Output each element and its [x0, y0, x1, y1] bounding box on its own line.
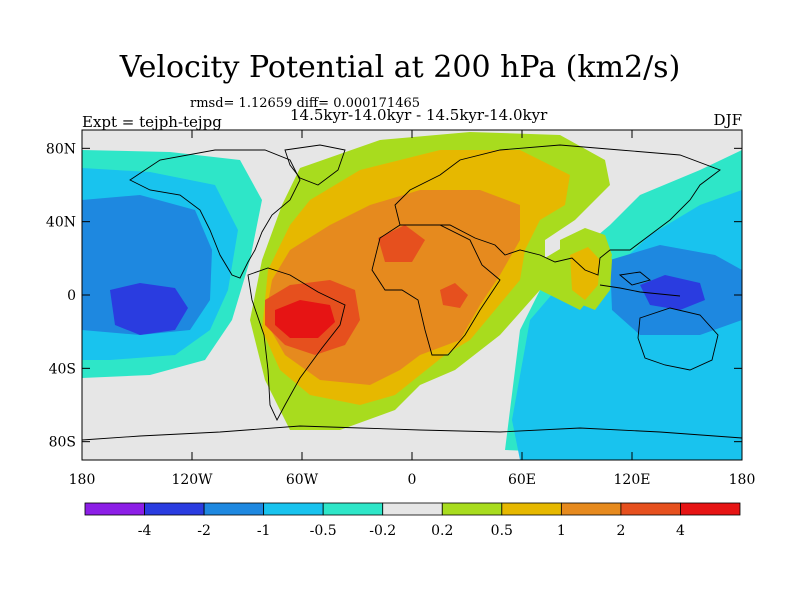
y-tick-label: 80S [49, 435, 76, 451]
chart-title: Velocity Potential at 200 hPa (km2/s) [119, 50, 681, 85]
colorbar-swatch [441, 502, 503, 516]
colorbar-label: -1 [257, 523, 271, 539]
x-tick-label: 120E [614, 472, 651, 488]
season-label: DJF [713, 111, 742, 129]
contour-positive-red [275, 300, 335, 338]
x-tick-label: 60W [286, 472, 319, 488]
colorbar-swatch [680, 502, 741, 516]
contour-positive-redorange-eqafrica [440, 283, 468, 308]
colorbar-swatch [263, 502, 324, 516]
colorbar-swatch [620, 502, 681, 516]
colorbar-swatch [84, 502, 145, 516]
colorbar-label: 2 [616, 523, 625, 539]
colorbar-swatch [501, 502, 562, 516]
colorbar-label: 1 [557, 523, 566, 539]
colorbar-label: 4 [676, 523, 685, 539]
contour-pacific-deepblue [110, 283, 188, 335]
colorbar-swatch [144, 502, 205, 516]
colorbar-label: -0.2 [369, 523, 396, 539]
coast-africa [371, 224, 501, 356]
colorbar-swatch [382, 502, 443, 516]
coast-australia [637, 307, 719, 371]
contour-positive-redorange-africa [378, 225, 425, 262]
colorbar-swatch [322, 502, 384, 516]
y-tick-label: 40N [46, 215, 76, 231]
colorbar-label: -2 [197, 523, 211, 539]
x-tick-label: 120W [171, 472, 213, 488]
colorbar-label: 0.2 [431, 523, 453, 539]
y-axis: 80N 40N 0 40S 80S [46, 141, 742, 451]
x-axis: 180 120W 60W 0 60E 120E 180 [69, 130, 756, 488]
coast-south-america [247, 267, 346, 422]
stats-label: rmsd= 1.12659 diff= 0.000171465 [190, 96, 421, 111]
subtitle-label: 14.5kyr-14.0kyr - 14.5kyr-14.0kyr [290, 106, 548, 124]
x-tick-label: 180 [729, 472, 756, 488]
y-tick-label: 0 [67, 288, 76, 304]
contour-field [82, 130, 742, 460]
x-tick-label: 180 [69, 472, 96, 488]
colorbar-swatch [203, 502, 265, 516]
x-tick-label: 0 [408, 472, 417, 488]
contour-indochina-gold [570, 247, 600, 300]
coast-north-america [129, 149, 301, 279]
coast-maritime-continent [599, 271, 681, 297]
coast-greenland [284, 144, 346, 186]
contour-indopacific-deepblue [640, 275, 705, 310]
coast-antarctica [82, 425, 742, 441]
colorbar-swatch [560, 502, 622, 516]
colorbar: -4 -2 -1 -0.5 -0.2 0.2 0.5 1 2 4 [84, 502, 741, 539]
experiment-label: Expt = tejph-tejpg [82, 113, 222, 131]
colorbar-label: -4 [138, 523, 152, 539]
x-tick-label: 60E [508, 472, 536, 488]
colorbar-label: 0.5 [491, 523, 513, 539]
y-tick-label: 80N [46, 141, 76, 157]
coastlines [82, 144, 742, 441]
y-tick-label: 40S [49, 361, 76, 377]
colorbar-label: -0.5 [310, 523, 337, 539]
coast-eurasia [394, 144, 721, 276]
